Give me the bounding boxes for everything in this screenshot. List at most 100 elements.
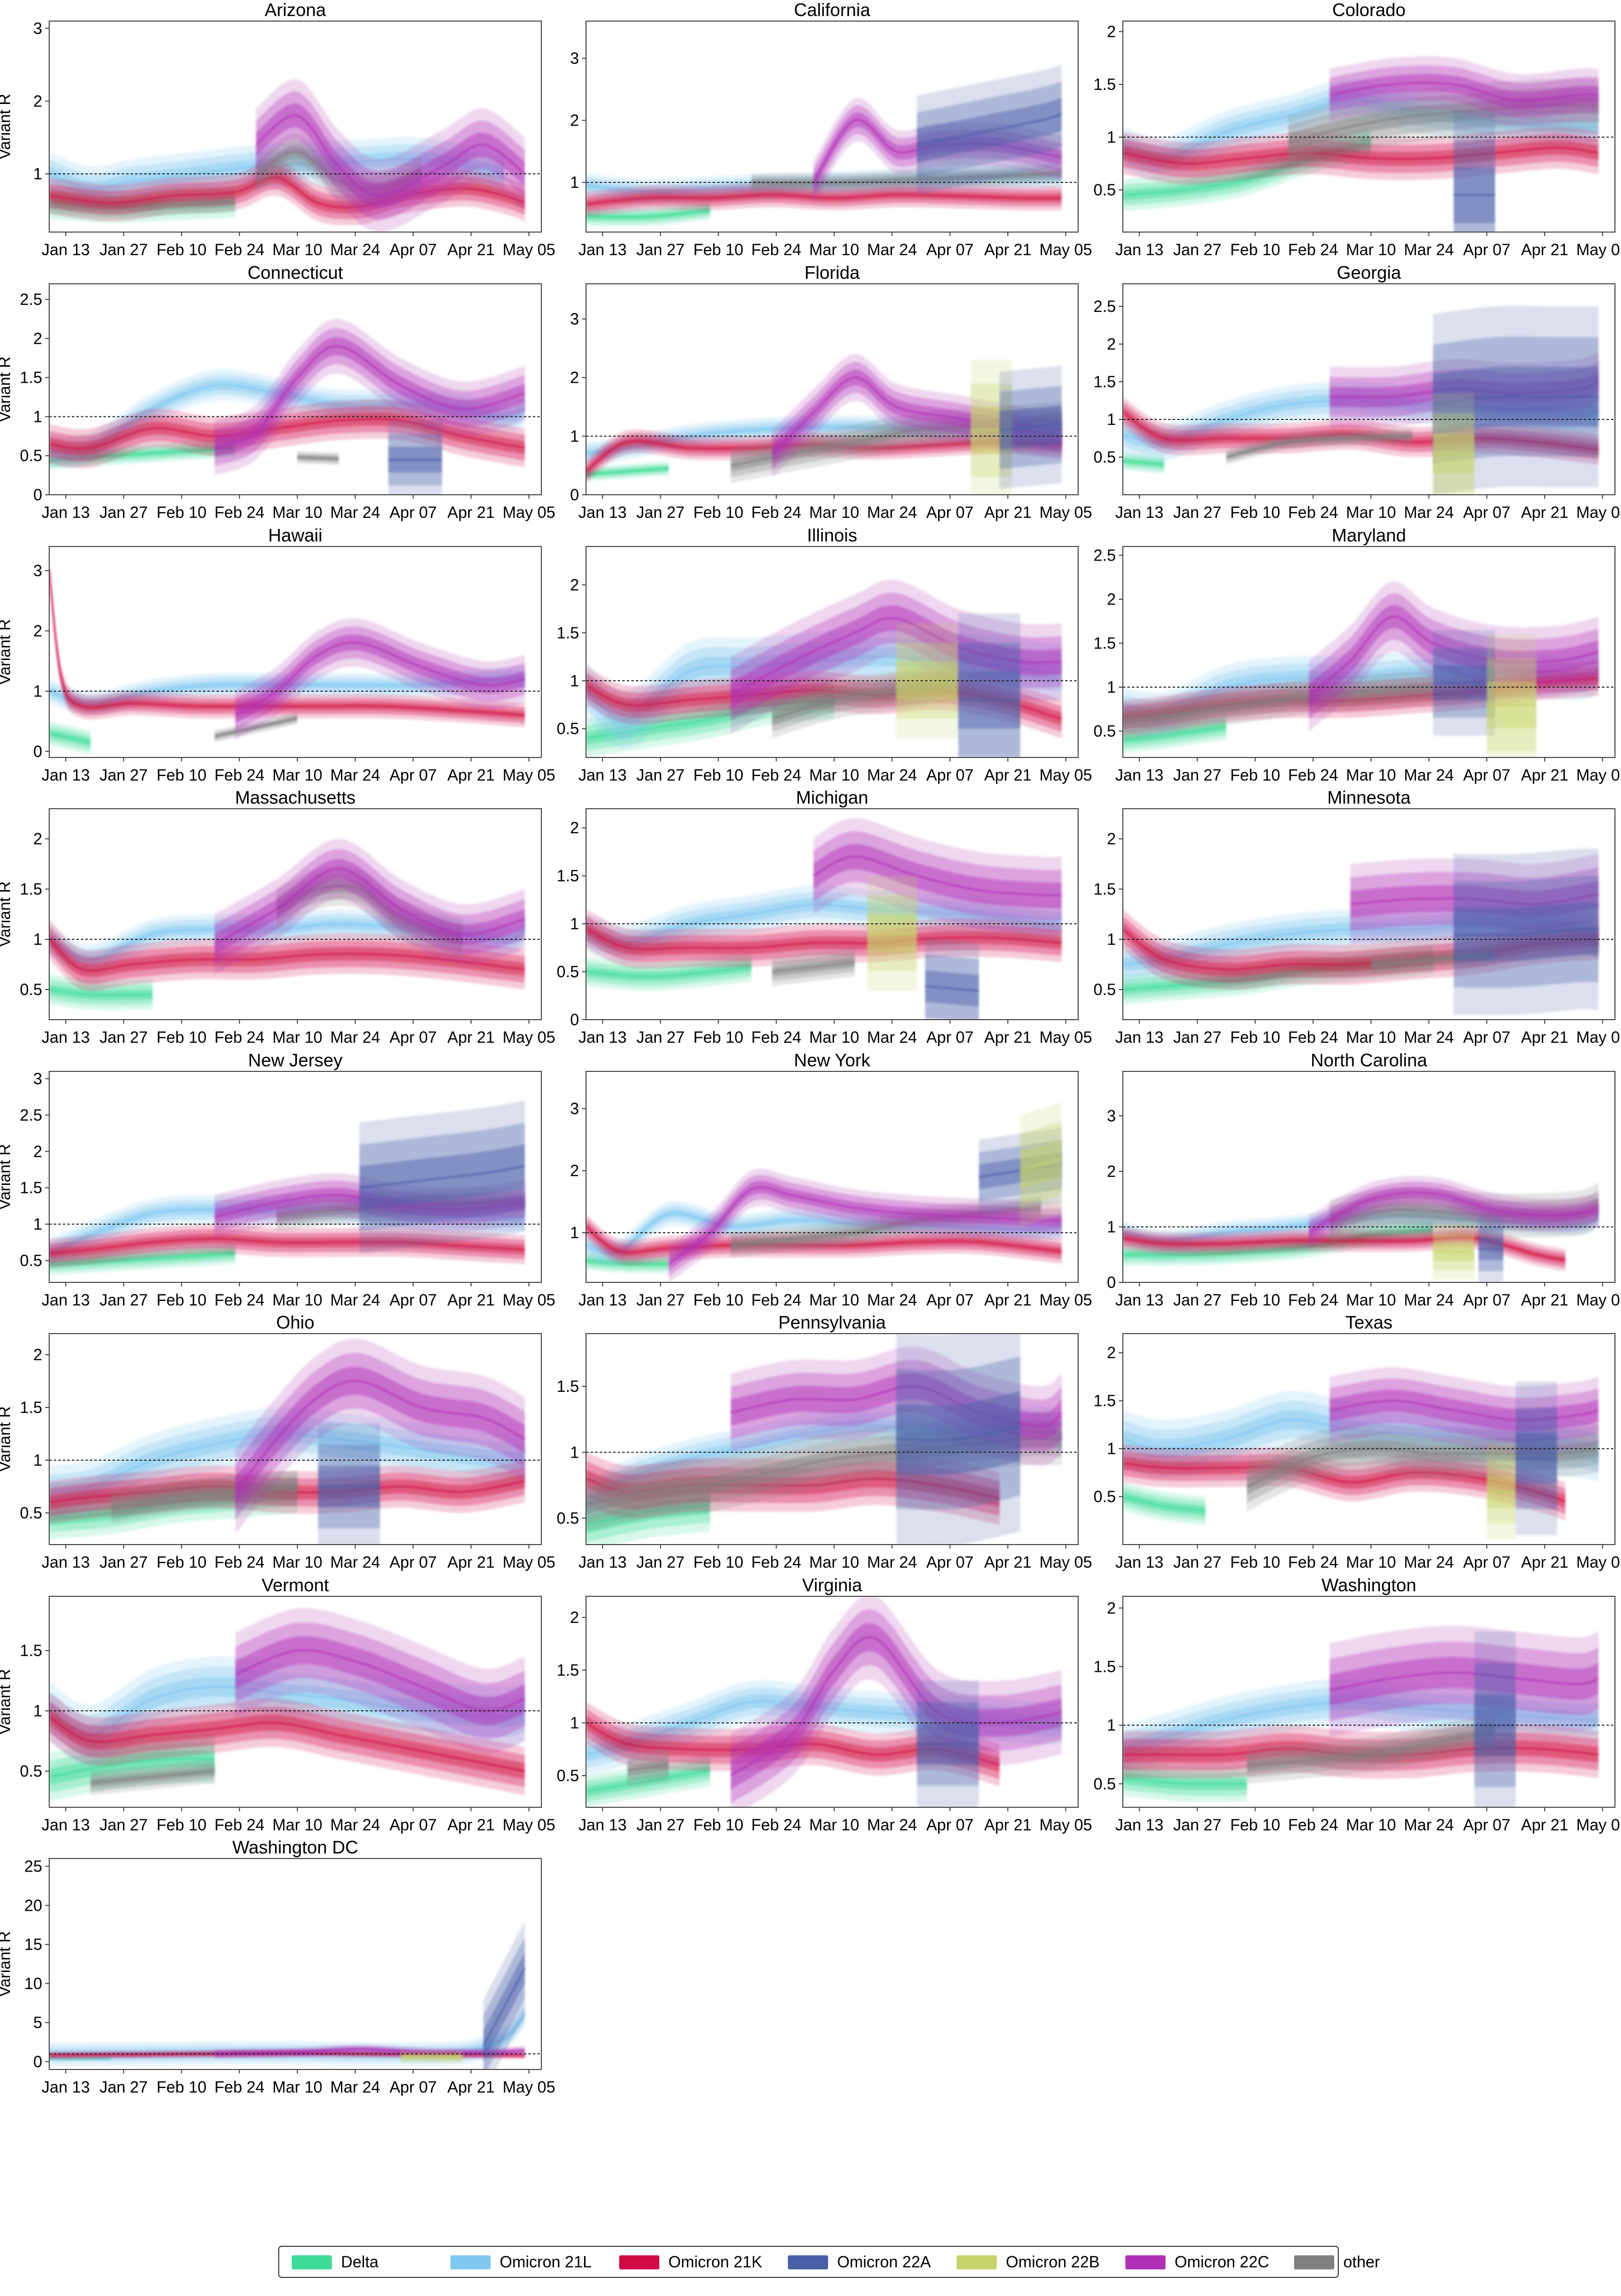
y-tick-label: 2 xyxy=(33,1346,42,1364)
x-tick-label: May 05 xyxy=(1576,1291,1621,1309)
uncertainty-band xyxy=(49,985,153,1000)
legend-swatch xyxy=(292,2255,332,2269)
legend-item-omicron-21l: Omicron 21L xyxy=(450,2253,592,2271)
y-tick-label: 1 xyxy=(570,1443,579,1461)
y-tick-label: 10 xyxy=(24,1975,42,1993)
x-tick-label: Mar 24 xyxy=(867,241,917,259)
panel-title: New York xyxy=(794,1050,871,1070)
x-tick-label: Mar 24 xyxy=(330,503,381,521)
x-tick-label: Apr 21 xyxy=(447,1816,495,1834)
median-line xyxy=(49,989,153,996)
panel-title: Georgia xyxy=(1337,262,1402,283)
plot-area xyxy=(586,580,1062,757)
plot-area xyxy=(49,1608,525,1801)
panel-title: Maryland xyxy=(1332,525,1406,545)
median-line xyxy=(49,938,525,971)
x-tick-label: Mar 24 xyxy=(867,1816,917,1834)
x-tick-label: Apr 21 xyxy=(1521,1816,1568,1834)
y-tick-label: 5 xyxy=(33,2014,42,2032)
uncertainty-band xyxy=(214,337,525,457)
x-tick-label: Apr 21 xyxy=(447,1028,495,1046)
x-tick-label: Jan 27 xyxy=(1173,1028,1221,1046)
x-tick-label: Mar 24 xyxy=(330,2078,381,2096)
y-tick-label: 2 xyxy=(1107,23,1116,41)
x-tick-label: May 05 xyxy=(1576,241,1621,259)
series-other xyxy=(1246,1713,1495,1784)
y-tick-label: 0 xyxy=(33,486,42,504)
x-tick-label: Mar 24 xyxy=(1404,241,1454,259)
panel-title: Connecticut xyxy=(248,262,343,283)
plot-area xyxy=(586,1102,1062,1282)
x-tick-label: Mar 24 xyxy=(330,1816,381,1834)
x-tick-label: Mar 24 xyxy=(867,766,917,784)
axes-frame xyxy=(49,546,542,758)
y-tick-label: 0.5 xyxy=(1094,448,1116,466)
x-tick-label: Feb 10 xyxy=(1230,1028,1281,1046)
y-tick-label: 2.5 xyxy=(20,1106,42,1124)
series-omicron-22c xyxy=(668,1168,1062,1282)
x-tick-label: Feb 10 xyxy=(1230,241,1281,259)
plot-area xyxy=(49,79,525,232)
y-tick-label: 1 xyxy=(33,407,42,425)
plot-area xyxy=(1123,848,1599,1015)
y-tick-label: 2 xyxy=(1107,1344,1116,1362)
uncertainty-band xyxy=(256,79,525,232)
plot-area xyxy=(1123,1176,1599,1282)
x-tick-label: Mar 24 xyxy=(1404,1028,1454,1046)
series-omicron-22b xyxy=(1486,1444,1516,1540)
panels-grid: Arizona 1 2 3 Jan 13 Jan 27 Feb 10 Feb 24 Mar 10… xyxy=(0,0,1621,2096)
panel-new-york: New York 1 2 3 Jan 13 Jan 27 Feb 10 Feb 24 Mar 1… xyxy=(570,1050,1092,1309)
series-omicron-22a xyxy=(925,938,979,1020)
x-tick-label: Apr 21 xyxy=(1521,1553,1568,1571)
x-tick-label: Mar 10 xyxy=(1346,1553,1396,1571)
x-tick-label: Jan 13 xyxy=(42,2078,90,2096)
series-omicron-22c xyxy=(1308,1176,1599,1249)
x-tick-label: Mar 10 xyxy=(1346,503,1396,521)
panel-new-jersey: New Jersey 0.5 1 1.5 2 2.5 3 Jan 13 Jan 27 Feb 10… xyxy=(0,1050,555,1309)
x-tick-label: Jan 13 xyxy=(578,1028,627,1046)
x-tick-label: May 05 xyxy=(1576,1553,1621,1571)
y-axis-label: Variant R xyxy=(0,1406,14,1472)
series-delta xyxy=(1123,452,1165,474)
x-tick-label: May 05 xyxy=(1039,1291,1092,1309)
axes-frame xyxy=(49,21,542,233)
y-axis-label: Variant R xyxy=(0,619,14,685)
legend-item-omicron-22a: Omicron 22A xyxy=(788,2253,931,2271)
y-tick-label: 1.5 xyxy=(20,880,42,898)
x-tick-label: Mar 10 xyxy=(809,1553,859,1571)
series-omicron-22c xyxy=(235,1339,525,1534)
y-tick-label: 2 xyxy=(1107,1162,1116,1180)
y-tick-label: 1 xyxy=(1107,1716,1116,1734)
axes-frame xyxy=(49,1333,542,1545)
x-tick-label: Apr 07 xyxy=(927,1553,974,1571)
x-tick-label: May 05 xyxy=(1039,1028,1092,1046)
axes-frame xyxy=(1122,1596,1615,1808)
median-line xyxy=(359,1165,525,1189)
y-tick-label: 1 xyxy=(570,1224,579,1242)
x-tick-label: Apr 07 xyxy=(927,241,974,259)
x-tick-label: Jan 27 xyxy=(1173,766,1221,784)
y-tick-label: 1 xyxy=(1107,1218,1116,1236)
panel-connecticut: Connecticut 0 0.5 1 1.5 2 2.5 Jan 13 Jan 27 Feb 1… xyxy=(0,262,555,521)
x-tick-label: Apr 07 xyxy=(390,2078,437,2096)
y-tick-label: 1.5 xyxy=(1094,75,1116,93)
x-tick-label: Jan 13 xyxy=(42,766,90,784)
x-tick-label: Mar 10 xyxy=(809,1291,859,1309)
median-line xyxy=(49,1716,525,1772)
x-tick-label: Jan 27 xyxy=(99,241,148,259)
x-tick-label: Jan 27 xyxy=(636,241,684,259)
x-tick-label: Jan 27 xyxy=(636,503,684,521)
axes-frame xyxy=(49,1858,542,2070)
series-omicron-22b xyxy=(1486,634,1537,757)
panel-title: North Carolina xyxy=(1311,1050,1428,1070)
median-line xyxy=(999,423,1062,431)
x-tick-label: Feb 10 xyxy=(157,503,207,521)
series-delta xyxy=(49,721,91,754)
x-tick-label: Mar 10 xyxy=(809,766,859,784)
x-tick-label: Jan 27 xyxy=(99,1553,148,1571)
x-tick-label: Apr 07 xyxy=(927,1291,974,1309)
x-tick-label: Apr 07 xyxy=(390,1816,437,1834)
panel-title: Michigan xyxy=(796,787,868,808)
plot-area xyxy=(1123,305,1599,495)
